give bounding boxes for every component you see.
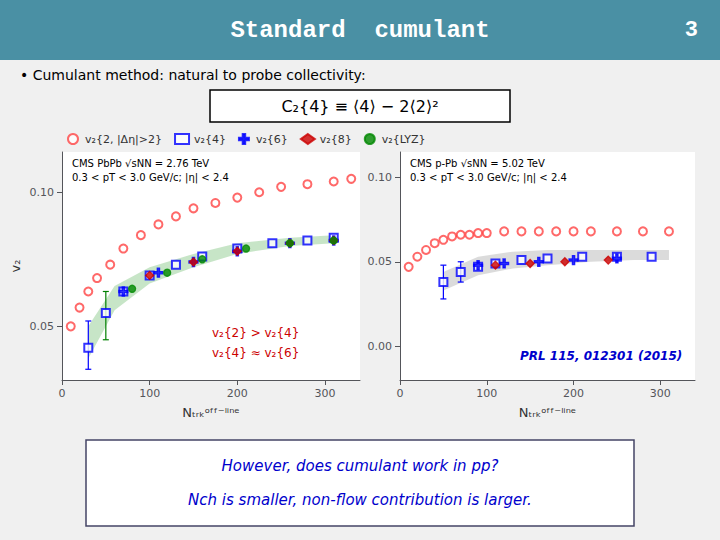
svg-text:However, does cumulant work in: However, does cumulant work in pp? [222, 457, 499, 475]
svg-text:v₂{LYZ}: v₂{LYZ} [382, 133, 426, 146]
svg-text:v₂: v₂ [8, 260, 23, 273]
svg-text:CMS PbPb √sNN = 2.76 TeV: CMS PbPb √sNN = 2.76 TeV [72, 158, 209, 169]
svg-text:CMS p-Pb √sNN = 5.02 TeV: CMS p-Pb √sNN = 5.02 TeV [410, 158, 545, 169]
svg-text:300: 300 [650, 387, 671, 400]
svg-text:• Cumulant method: natural to: • Cumulant method: natural to probe coll… [20, 67, 366, 83]
svg-text:Nₜᵣₖᵒᶠᶠ⁻ˡⁱⁿᵉ: Nₜᵣₖᵒᶠᶠ⁻ˡⁱⁿᵉ [519, 405, 576, 420]
svg-text:300: 300 [314, 387, 335, 400]
svg-text:C₂{4} ≡ ⟨4⟩ − 2⟨2⟩²: C₂{4} ≡ ⟨4⟩ − 2⟨2⟩² [281, 97, 438, 116]
svg-text:100: 100 [139, 387, 160, 400]
svg-text:0.05: 0.05 [368, 255, 393, 268]
svg-text:0.10: 0.10 [368, 171, 393, 184]
svg-text:3: 3 [685, 18, 698, 43]
svg-text:200: 200 [563, 387, 584, 400]
svg-text:v₂{2, |Δη|>2}: v₂{2, |Δη|>2} [85, 133, 162, 146]
svg-text:0.3 < pT < 3.0 GeV/c; |η| < 2.: 0.3 < pT < 3.0 GeV/c; |η| < 2.4 [410, 172, 567, 184]
svg-text:100: 100 [476, 387, 497, 400]
svg-text:0.05: 0.05 [30, 320, 55, 333]
svg-text:v₂{8}: v₂{8} [320, 133, 352, 146]
svg-text:PRL 115, 012301 (2015): PRL 115, 012301 (2015) [520, 349, 682, 363]
svg-text:v₂{2} > v₂{4}: v₂{2} > v₂{4} [212, 326, 299, 340]
svg-text:Standard cumulant: Standard cumulant [230, 17, 489, 44]
svg-text:0.00: 0.00 [368, 340, 393, 353]
svg-text:Nch is smaller, non-flow contr: Nch is smaller, non-flow contribution is… [188, 491, 532, 509]
svg-text:v₂{4}: v₂{4} [194, 133, 226, 146]
svg-text:Nₜᵣₖᵒᶠᶠ⁻ˡⁱⁿᵉ: Nₜᵣₖᵒᶠᶠ⁻ˡⁱⁿᵉ [182, 405, 239, 420]
svg-text:0.10: 0.10 [30, 186, 55, 199]
svg-text:200: 200 [227, 387, 248, 400]
svg-text:0.3 < pT < 3.0 GeV/c; |η| < 2.: 0.3 < pT < 3.0 GeV/c; |η| < 2.4 [72, 172, 229, 184]
svg-text:0: 0 [397, 387, 404, 400]
svg-text:v₂{6}: v₂{6} [256, 133, 288, 146]
svg-text:0: 0 [59, 387, 66, 400]
svg-text:v₂{4} ≈ v₂{6}: v₂{4} ≈ v₂{6} [212, 346, 299, 360]
